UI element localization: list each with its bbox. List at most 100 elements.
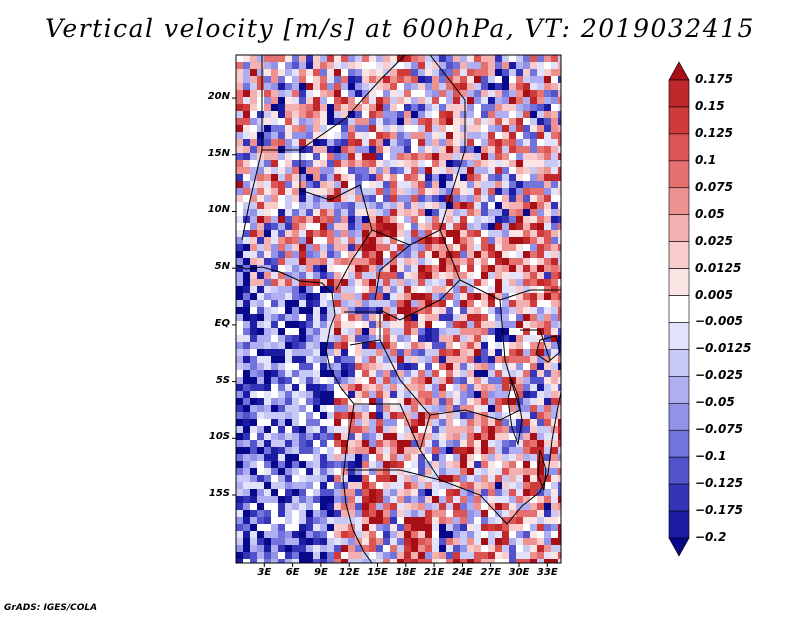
field-cell bbox=[348, 272, 355, 279]
field-cell bbox=[236, 209, 243, 216]
field-cell bbox=[383, 146, 390, 153]
field-cell bbox=[390, 188, 397, 195]
field-cell bbox=[250, 258, 257, 265]
field-cell bbox=[425, 335, 432, 342]
field-cell bbox=[474, 510, 481, 517]
field-cell bbox=[460, 307, 467, 314]
field-cell bbox=[439, 139, 446, 146]
field-cell bbox=[537, 167, 544, 174]
field-cell bbox=[348, 321, 355, 328]
field-cell bbox=[243, 559, 250, 563]
field-cell bbox=[236, 279, 243, 286]
field-cell bbox=[243, 335, 250, 342]
field-cell bbox=[446, 377, 453, 384]
field-cell bbox=[439, 62, 446, 69]
field-cell bbox=[516, 279, 523, 286]
field-cell bbox=[327, 62, 334, 69]
field-cell bbox=[264, 328, 271, 335]
field-cell bbox=[383, 139, 390, 146]
field-cell bbox=[481, 62, 488, 69]
field-cell bbox=[369, 181, 376, 188]
field-cell bbox=[502, 510, 509, 517]
field-cell bbox=[530, 160, 537, 167]
field-cell bbox=[334, 244, 341, 251]
field-cell bbox=[320, 202, 327, 209]
field-cell bbox=[278, 174, 285, 181]
field-cell bbox=[306, 433, 313, 440]
field-cell bbox=[474, 76, 481, 83]
field-cell bbox=[327, 461, 334, 468]
field-cell bbox=[474, 405, 481, 412]
field-cell bbox=[495, 195, 502, 202]
field-cell bbox=[460, 251, 467, 258]
field-cell bbox=[411, 363, 418, 370]
field-cell bbox=[390, 496, 397, 503]
field-cell bbox=[404, 90, 411, 97]
colorbar-label: 0.005 bbox=[695, 287, 733, 302]
field-cell bbox=[425, 279, 432, 286]
field-cell bbox=[418, 405, 425, 412]
field-cell bbox=[369, 447, 376, 454]
field-cell bbox=[257, 398, 264, 405]
field-cell bbox=[236, 356, 243, 363]
field-cell bbox=[278, 132, 285, 139]
field-cell bbox=[320, 503, 327, 510]
field-cell bbox=[306, 118, 313, 125]
field-cell bbox=[516, 265, 523, 272]
field-cell bbox=[243, 104, 250, 111]
field-cell bbox=[243, 475, 250, 482]
field-cell bbox=[299, 398, 306, 405]
field-cell bbox=[432, 447, 439, 454]
field-cell bbox=[341, 272, 348, 279]
field-cell bbox=[502, 237, 509, 244]
field-cell bbox=[488, 195, 495, 202]
field-cell bbox=[474, 321, 481, 328]
field-cell bbox=[544, 118, 551, 125]
field-cell bbox=[418, 104, 425, 111]
field-cell bbox=[334, 223, 341, 230]
field-cell bbox=[523, 258, 530, 265]
field-cell bbox=[460, 447, 467, 454]
field-cell bbox=[334, 69, 341, 76]
field-cell bbox=[509, 265, 516, 272]
field-cell bbox=[369, 328, 376, 335]
field-cell bbox=[397, 237, 404, 244]
field-cell bbox=[257, 76, 264, 83]
field-cell bbox=[558, 426, 561, 433]
field-cell bbox=[250, 216, 257, 223]
field-cell bbox=[418, 517, 425, 524]
field-cell bbox=[278, 104, 285, 111]
field-cell bbox=[299, 90, 306, 97]
field-cell bbox=[446, 146, 453, 153]
field-cell bbox=[341, 209, 348, 216]
field-cell bbox=[390, 524, 397, 531]
field-cell bbox=[488, 335, 495, 342]
field-cell bbox=[516, 384, 523, 391]
field-cell bbox=[558, 293, 561, 300]
field-cell bbox=[327, 76, 334, 83]
field-cell bbox=[523, 321, 530, 328]
field-cell bbox=[404, 55, 411, 62]
field-cell bbox=[530, 531, 537, 538]
field-cell bbox=[558, 209, 561, 216]
field-cell bbox=[544, 412, 551, 419]
field-cell bbox=[453, 545, 460, 552]
field-cell bbox=[257, 363, 264, 370]
field-cell bbox=[250, 433, 257, 440]
field-cell bbox=[236, 426, 243, 433]
field-cell bbox=[327, 356, 334, 363]
field-cell bbox=[390, 76, 397, 83]
field-cell bbox=[530, 244, 537, 251]
field-cell bbox=[397, 195, 404, 202]
field-cell bbox=[397, 69, 404, 76]
field-cell bbox=[278, 496, 285, 503]
field-cell bbox=[551, 125, 558, 132]
field-cell bbox=[509, 349, 516, 356]
field-cell bbox=[264, 356, 271, 363]
field-cell bbox=[418, 342, 425, 349]
field-cell bbox=[355, 272, 362, 279]
field-cell bbox=[355, 328, 362, 335]
field-cell bbox=[446, 83, 453, 90]
field-cell bbox=[481, 265, 488, 272]
field-cell bbox=[292, 552, 299, 559]
